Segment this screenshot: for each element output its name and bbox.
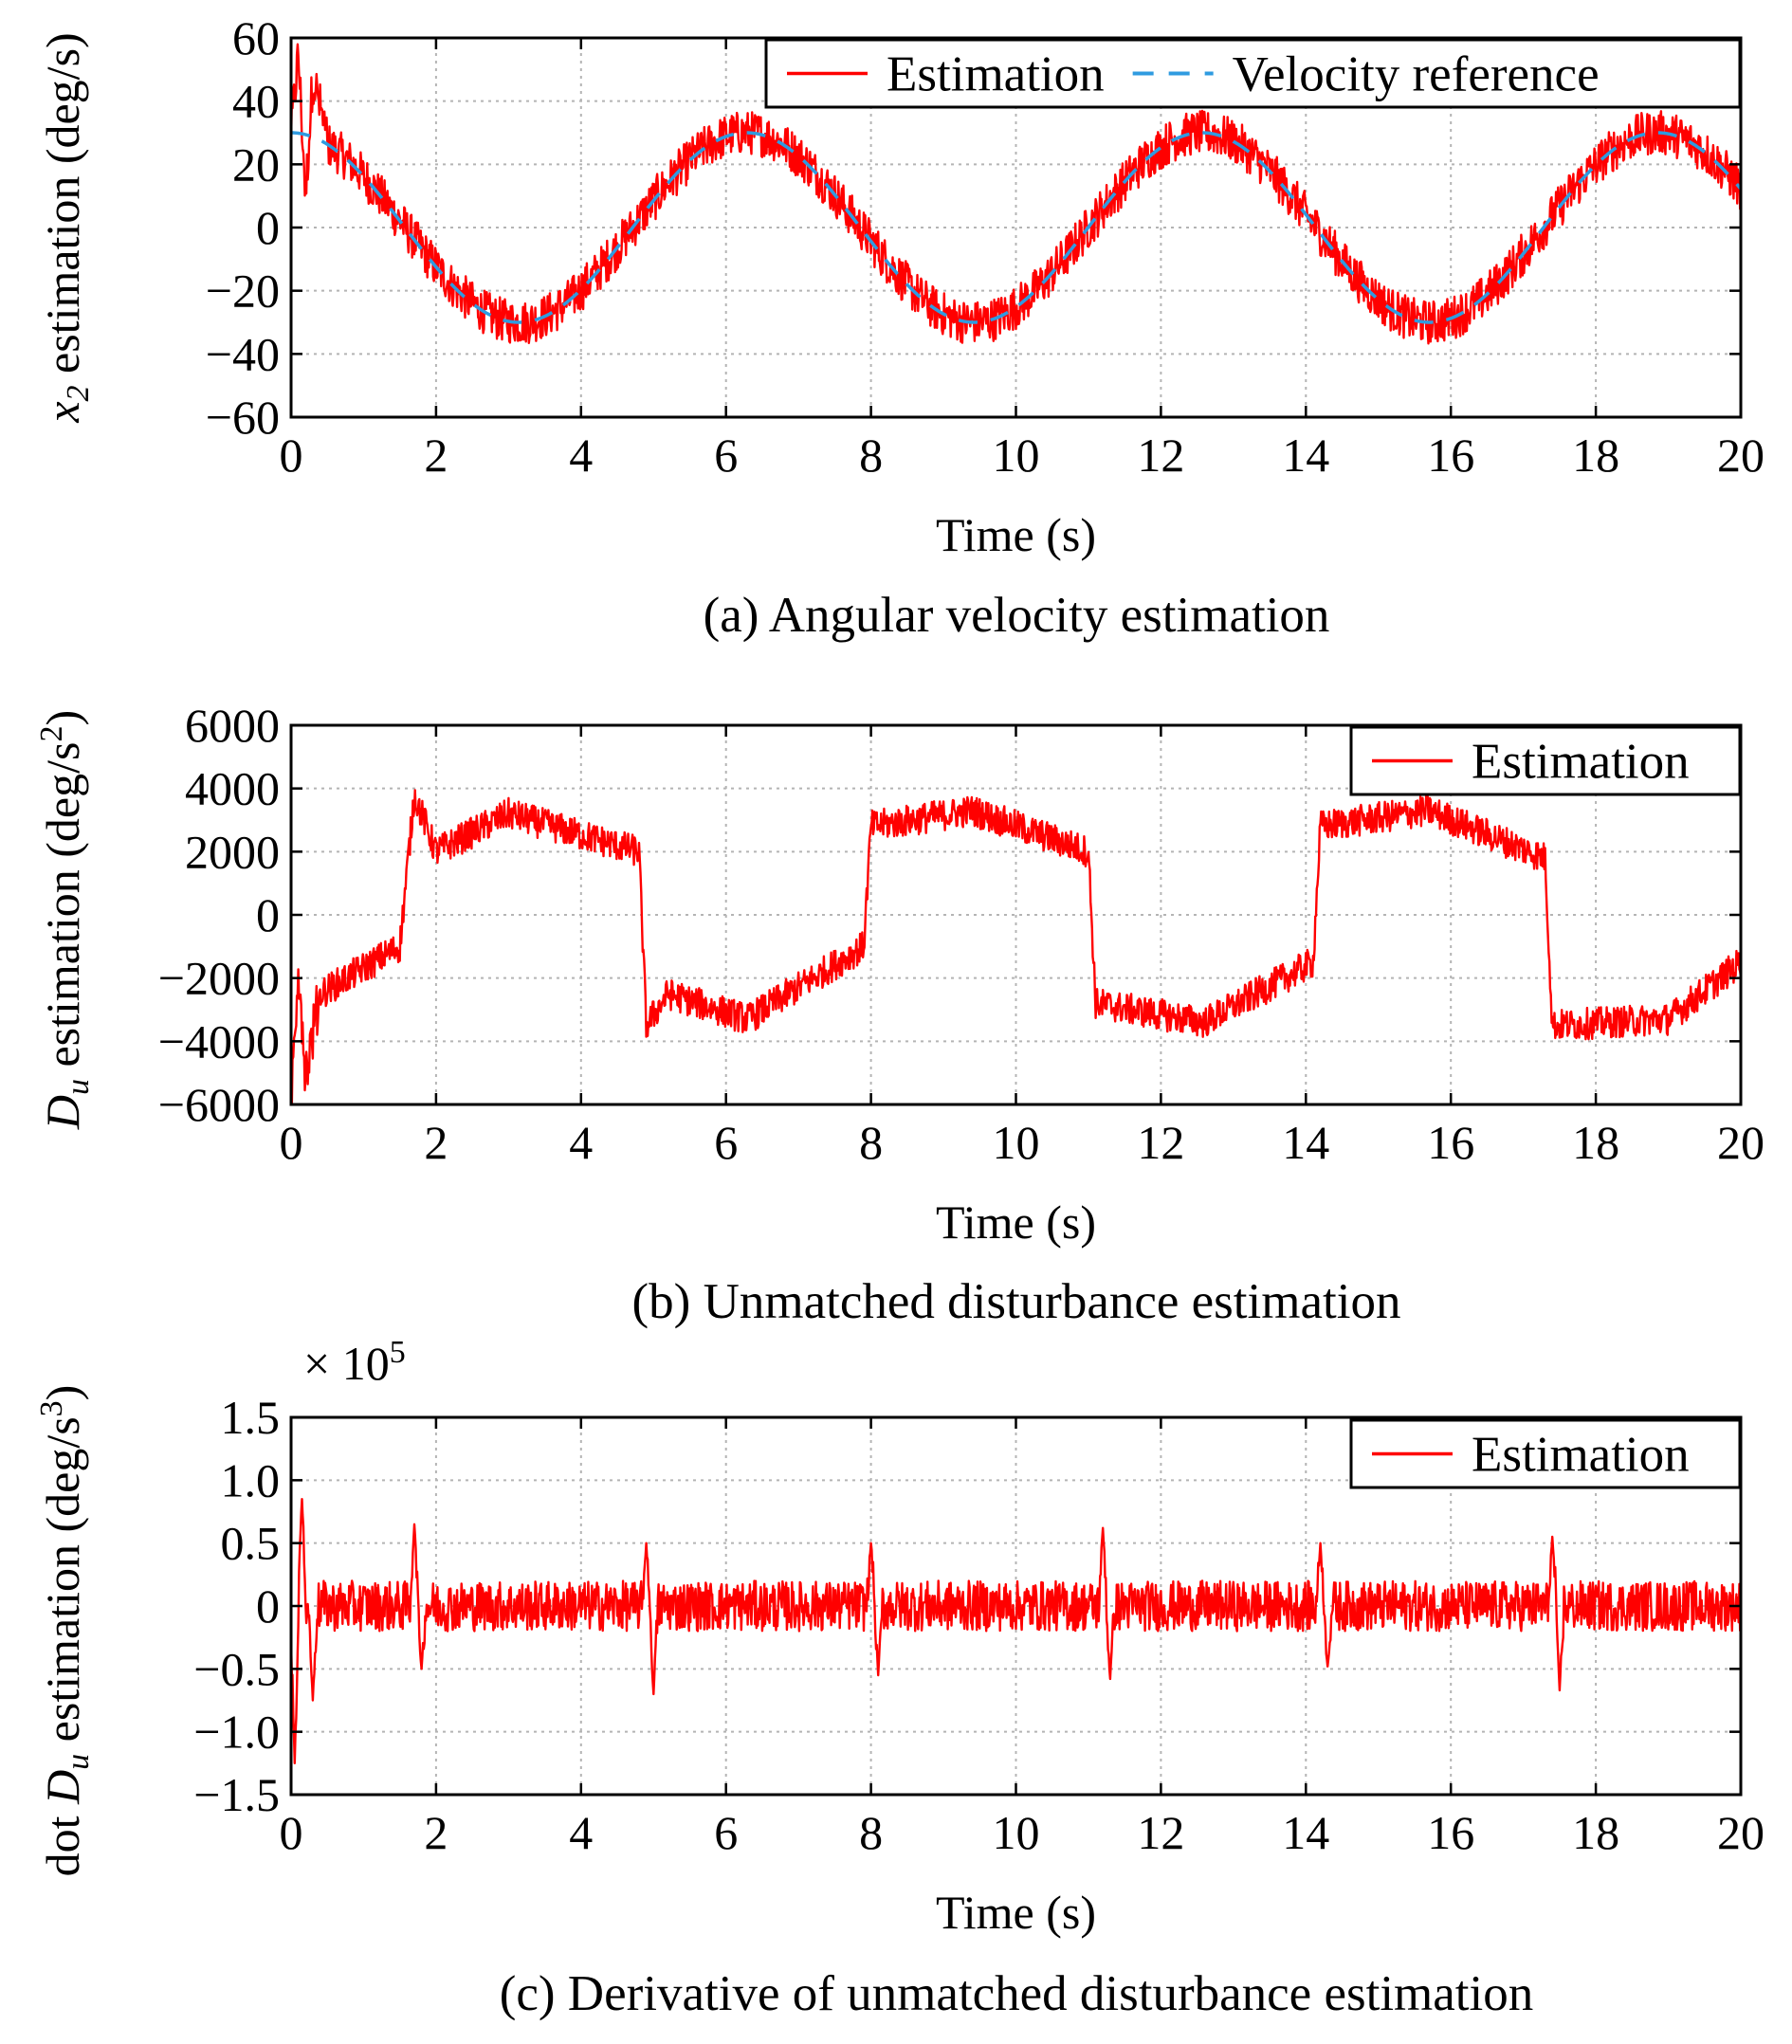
y-axis-label: Du estimation (deg/s2) — [34, 710, 96, 1130]
y-tick-label: 0 — [256, 201, 280, 254]
y-tick-label: 60 — [232, 11, 280, 64]
y-tick-label: −6000 — [158, 1078, 280, 1131]
series-group — [291, 43, 1741, 345]
y-tick-label: −4000 — [158, 1014, 280, 1068]
x-tick-label: 0 — [280, 1116, 303, 1169]
x-tick-label: 14 — [1282, 429, 1329, 482]
chart-panel-3: 0 2 4 6 8 10 12 14 16 18 20 −1.5 −1.0 −0.5 0 0.5 1.0 1.5 ×… — [34, 1335, 1765, 2021]
x-tick-label: 18 — [1572, 1116, 1619, 1169]
y-tick-label: −20 — [206, 265, 280, 318]
x-tick-label: 16 — [1427, 429, 1474, 482]
legend: Estimation — [1349, 725, 1742, 796]
x-axis-label: Time (s) — [936, 508, 1096, 561]
series-line-estimation — [291, 43, 1741, 345]
y-tick-label: −2000 — [158, 952, 280, 1005]
x-tick-label: 8 — [859, 1116, 883, 1169]
y-axis-label: x2 estimation (deg/s) — [36, 32, 96, 423]
y-tick-label: 0 — [256, 888, 280, 941]
y-tick-label: −40 — [206, 327, 280, 380]
x-tick-label: 10 — [993, 429, 1040, 482]
y-tick-label: 1.0 — [221, 1453, 281, 1506]
y-tick-label: 2000 — [185, 825, 280, 878]
panel-caption: (b) Unmatched disturbance estimation — [632, 1274, 1401, 1329]
x-tick-label: 18 — [1572, 429, 1619, 482]
x-tick-label: 2 — [424, 1806, 448, 1859]
legend-entry: Velocity reference — [1233, 47, 1600, 102]
legend: Estimation — [1349, 1418, 1742, 1489]
series-line-velocity-reference — [291, 131, 1741, 324]
x-tick-label: 4 — [569, 1806, 593, 1859]
series-line-estimation — [291, 1498, 1741, 1764]
x-tick-label: 2 — [424, 1116, 448, 1169]
x-tick-label: 12 — [1137, 429, 1184, 482]
y-tick-label: 40 — [232, 75, 280, 128]
x-tick-label: 14 — [1282, 1806, 1329, 1859]
legend-entry: Estimation — [887, 47, 1105, 102]
y-tick-label: 20 — [232, 137, 280, 191]
series-line-estimation — [291, 789, 1741, 1104]
x-tick-label: 20 — [1717, 429, 1765, 482]
x-tick-label: 18 — [1572, 1806, 1619, 1859]
x-tick-label: 20 — [1717, 1806, 1765, 1859]
y-tick-label: −1.0 — [193, 1706, 280, 1759]
series-group — [291, 789, 1741, 1104]
y-tick-label: 1.5 — [221, 1391, 281, 1444]
x-tick-label: 6 — [714, 429, 738, 482]
chart-panel-2: 0 2 4 6 8 10 12 14 16 18 20 −6000 −4000 −2000 0 2000 400… — [34, 699, 1765, 1329]
x-tick-label: 2 — [424, 429, 448, 482]
y-tick-label: 0.5 — [221, 1517, 281, 1570]
legend-entry: Estimation — [1472, 735, 1690, 790]
x-tick-label: 4 — [569, 1116, 593, 1169]
x-tick-label: 12 — [1137, 1806, 1184, 1859]
y-axis-label: dot Du estimation (deg/s3) — [34, 1385, 96, 1877]
y-tick-label: 0 — [256, 1579, 280, 1633]
x-tick-label: 10 — [993, 1806, 1040, 1859]
x-axis-label: Time (s) — [936, 1886, 1096, 1939]
x-tick-label: 6 — [714, 1806, 738, 1859]
y-tick-label: −60 — [206, 391, 280, 444]
y-tick-label: 4000 — [185, 762, 280, 815]
x-tick-label: 8 — [859, 1806, 883, 1859]
legend-box — [764, 38, 1742, 109]
x-tick-label: 16 — [1427, 1806, 1474, 1859]
x-tick-label: 0 — [280, 1806, 303, 1859]
x-tick-label: 0 — [280, 429, 303, 482]
chart-panel-1: 0 2 4 6 8 10 12 14 16 18 20 −60 −40 −20 0 20 40 60 Time (s… — [36, 11, 1765, 643]
legend-entry: Estimation — [1472, 1428, 1690, 1483]
x-tick-label: 12 — [1137, 1116, 1184, 1169]
x-tick-label: 10 — [993, 1116, 1040, 1169]
y-tick-label: 6000 — [185, 699, 280, 752]
x-tick-label: 14 — [1282, 1116, 1329, 1169]
y-tick-label: −1.5 — [193, 1768, 280, 1821]
series-group — [291, 1498, 1741, 1764]
x-tick-label: 6 — [714, 1116, 738, 1169]
x-tick-label: 8 — [859, 429, 883, 482]
x-axis-label: Time (s) — [936, 1195, 1096, 1249]
panel-caption: (c) Derivative of unmatched disturbance … — [500, 1966, 1534, 2021]
y-exponent-label: × 105 — [303, 1335, 406, 1390]
x-tick-label: 4 — [569, 429, 593, 482]
x-tick-label: 20 — [1717, 1116, 1765, 1169]
y-tick-label: −0.5 — [193, 1642, 280, 1695]
x-tick-label: 16 — [1427, 1116, 1474, 1169]
legend: Estimation Velocity reference — [764, 38, 1742, 109]
panel-caption: (a) Angular velocity estimation — [704, 588, 1330, 643]
